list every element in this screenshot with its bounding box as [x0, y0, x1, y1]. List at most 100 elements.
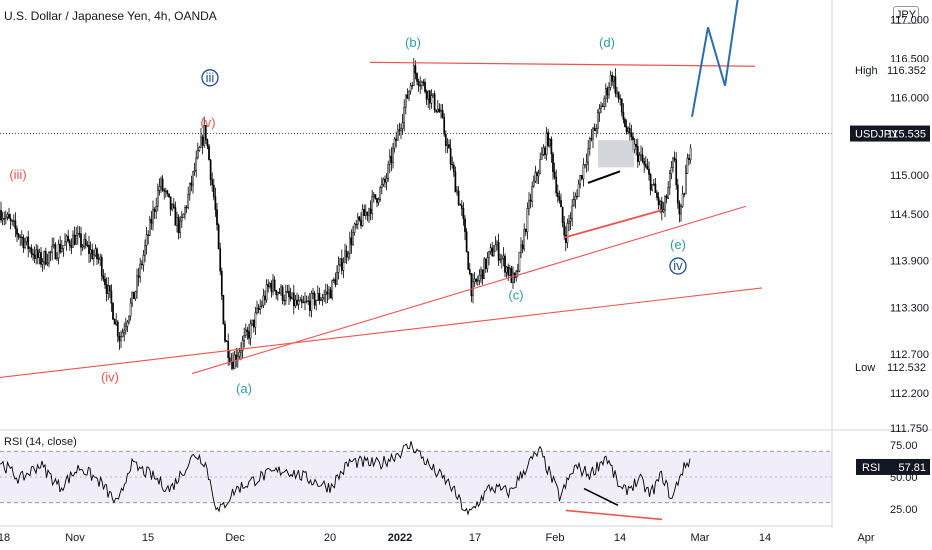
candle [481, 269, 484, 285]
candle-body [656, 192, 658, 198]
candle-body [289, 296, 292, 299]
candle-body [203, 125, 206, 146]
candle [236, 348, 239, 368]
candle [57, 239, 60, 265]
candle-body [315, 299, 318, 306]
candle [51, 237, 54, 261]
candle [521, 240, 524, 254]
low-tag-value: 112.532 [887, 362, 926, 374]
candle-body [305, 300, 308, 302]
candle [496, 239, 498, 251]
candle [219, 242, 222, 276]
candle [54, 242, 57, 260]
candle [172, 198, 175, 210]
time-tick-label: Mar [691, 532, 710, 544]
candle [641, 147, 644, 164]
candle-body [300, 299, 303, 303]
candle [448, 139, 450, 149]
candle-body [265, 284, 268, 301]
candle-body [464, 218, 466, 232]
candle [118, 331, 121, 350]
candle-body [262, 295, 265, 306]
candle-body [369, 208, 372, 214]
candle-body [556, 192, 559, 197]
wave-label: (iii) [9, 167, 26, 182]
candle-body [380, 183, 383, 189]
candle-body [73, 234, 76, 245]
candle [27, 230, 30, 258]
candle [68, 238, 71, 251]
candle-body [454, 171, 457, 193]
wave-label: (iv) [101, 369, 119, 384]
candle [139, 257, 142, 283]
candle [443, 113, 446, 137]
candle [617, 91, 620, 103]
candle [385, 173, 388, 191]
candle [185, 205, 188, 214]
candle [468, 263, 471, 276]
rsi-value-tag: RSI 57.81 [856, 458, 930, 475]
candle [217, 223, 220, 250]
candle [300, 294, 303, 309]
candle [168, 193, 170, 198]
candle-body [268, 283, 271, 287]
candle-body [136, 275, 138, 292]
high-tag-bg [850, 61, 930, 78]
candle-body [83, 239, 86, 247]
candle-body [526, 208, 529, 233]
candle-body [232, 361, 234, 369]
candle [65, 234, 68, 251]
candle-body [140, 263, 143, 266]
candle-body [355, 223, 358, 225]
candle-body [320, 299, 322, 301]
candle-body [372, 194, 375, 197]
candle-body [432, 93, 434, 96]
candle [547, 128, 550, 148]
candle-body [403, 107, 406, 124]
candle-body [291, 292, 294, 299]
candle [256, 300, 258, 315]
low-tag-label: Low [855, 362, 875, 374]
candle [555, 169, 558, 197]
rsi-tick-label: 75.00 [890, 440, 918, 452]
candle [209, 159, 212, 186]
candle [38, 248, 41, 265]
wave-label: (a) [236, 381, 252, 396]
candle [20, 230, 23, 246]
candle-body [107, 285, 110, 294]
candle [147, 230, 150, 245]
candle [422, 79, 425, 87]
candle-body [652, 183, 655, 185]
candle-body [296, 299, 298, 305]
candle-body [560, 200, 562, 208]
candle [390, 147, 393, 172]
candle [216, 202, 218, 231]
candle [593, 123, 596, 132]
candle [25, 236, 28, 246]
candle-body [600, 105, 602, 110]
candle-body [65, 235, 68, 242]
candle [267, 279, 270, 293]
candle [376, 197, 378, 208]
candle [286, 284, 289, 294]
candle-body [510, 267, 513, 283]
candle-body [128, 315, 130, 323]
candle-body [196, 150, 199, 159]
candle-body [648, 168, 650, 175]
candle [332, 277, 335, 284]
candle-body [518, 251, 521, 272]
candle-body [139, 263, 142, 278]
candle [243, 327, 246, 348]
candle [16, 225, 18, 243]
candle-body [129, 302, 132, 317]
candle [171, 202, 174, 212]
time-tick-label: 14 [614, 532, 626, 544]
candle-body [489, 247, 492, 252]
candle [579, 174, 582, 189]
candle [123, 322, 126, 342]
candle [526, 202, 529, 240]
currency-selector[interactable]: JPY [893, 6, 919, 24]
candle-body [182, 213, 185, 218]
candle-body [270, 283, 273, 292]
